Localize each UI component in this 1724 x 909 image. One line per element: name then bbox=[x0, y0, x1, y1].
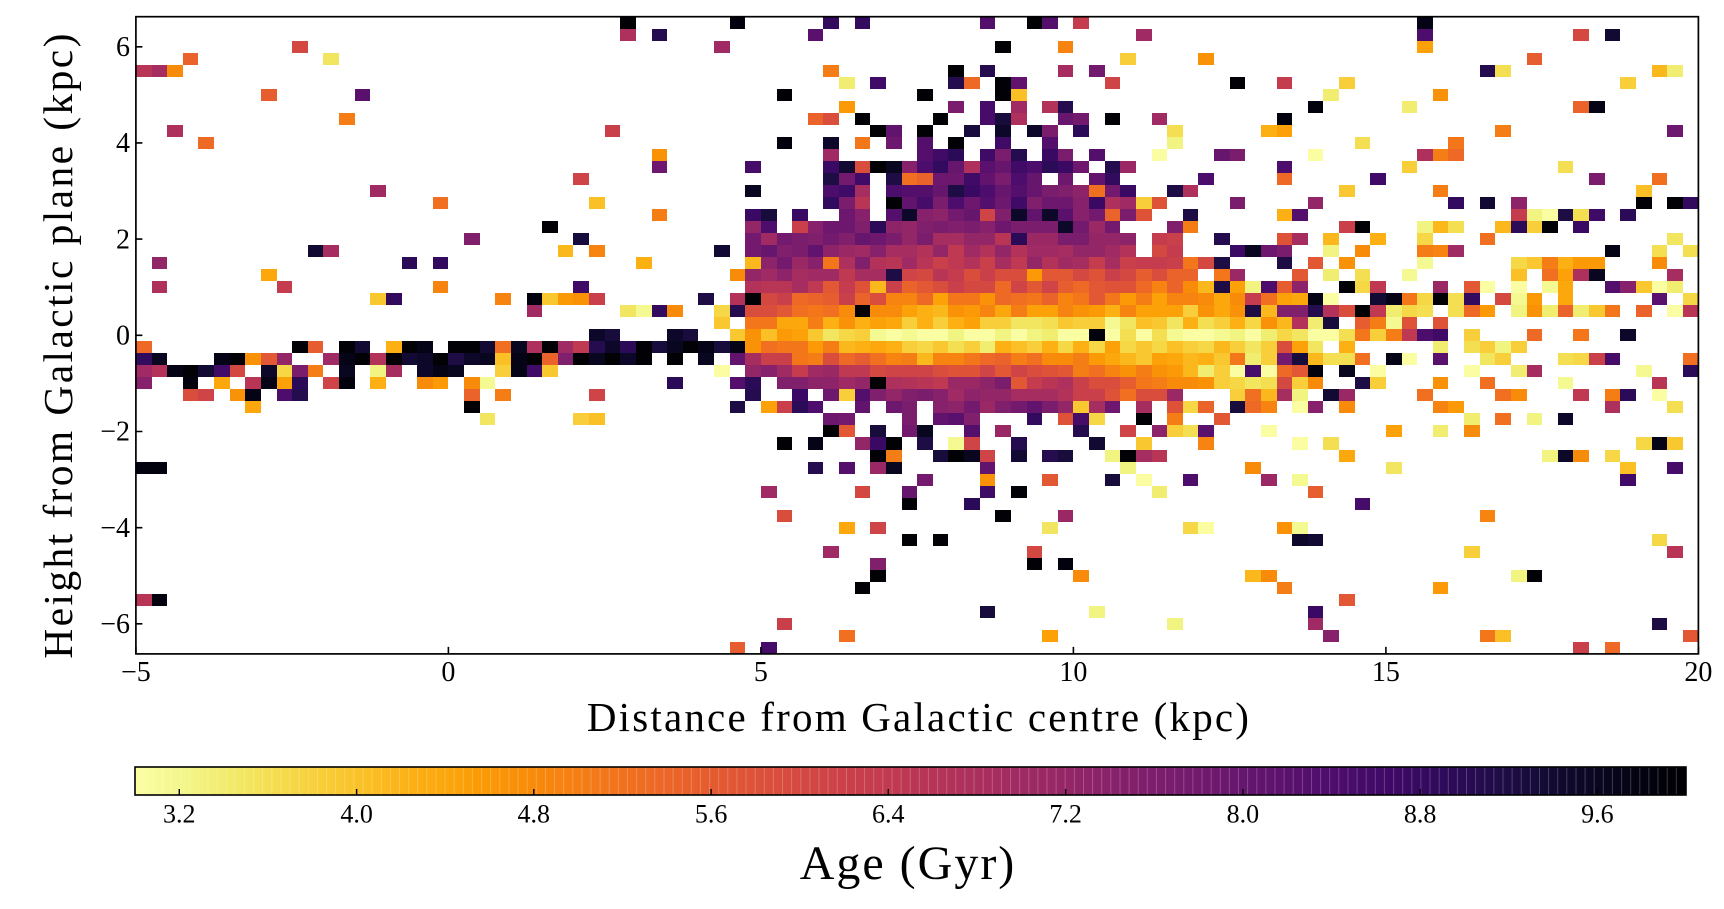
svg-text:Height from Galactic plane (kp: Height from Galactic plane (kpc) bbox=[35, 31, 82, 659]
svg-text:−5: −5 bbox=[121, 657, 151, 688]
svg-text:5: 5 bbox=[754, 657, 768, 688]
svg-text:−2: −2 bbox=[100, 417, 130, 448]
svg-text:20: 20 bbox=[1684, 657, 1712, 688]
svg-text:−4: −4 bbox=[100, 513, 130, 544]
svg-text:8.0: 8.0 bbox=[1227, 800, 1260, 829]
svg-text:0: 0 bbox=[441, 657, 455, 688]
svg-text:8.8: 8.8 bbox=[1404, 800, 1437, 829]
svg-text:4.0: 4.0 bbox=[340, 800, 373, 829]
svg-text:−6: −6 bbox=[100, 609, 130, 640]
svg-text:15: 15 bbox=[1372, 657, 1400, 688]
svg-text:4.8: 4.8 bbox=[518, 800, 551, 829]
svg-text:Distance from Galactic centre: Distance from Galactic centre (kpc) bbox=[587, 694, 1251, 740]
svg-text:10: 10 bbox=[1059, 657, 1087, 688]
svg-text:9.6: 9.6 bbox=[1581, 800, 1614, 829]
svg-text:7.2: 7.2 bbox=[1049, 800, 1082, 829]
svg-text:5.6: 5.6 bbox=[695, 800, 728, 829]
svg-text:6: 6 bbox=[116, 32, 130, 63]
svg-text:0: 0 bbox=[116, 321, 130, 352]
svg-text:6.4: 6.4 bbox=[872, 800, 905, 829]
svg-text:Age (Gyr): Age (Gyr) bbox=[800, 837, 1017, 890]
svg-text:4: 4 bbox=[116, 128, 130, 159]
svg-text:3.2: 3.2 bbox=[163, 800, 196, 829]
svg-text:2: 2 bbox=[116, 224, 130, 255]
